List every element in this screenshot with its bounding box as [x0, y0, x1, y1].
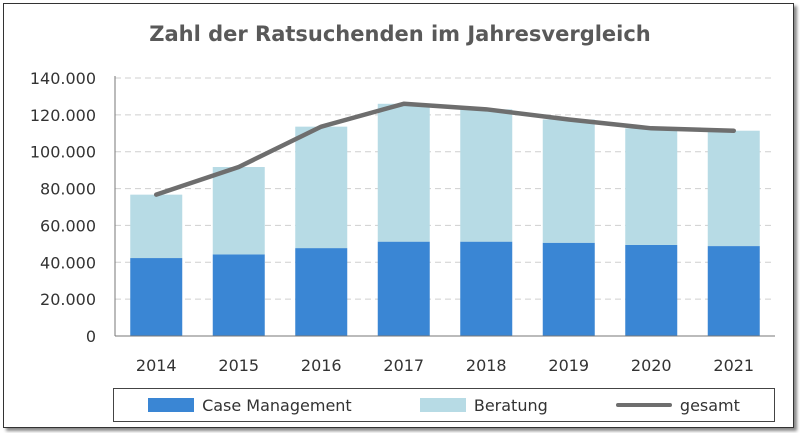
bar-beratung [625, 128, 678, 245]
x-tick-label: 2018 [466, 356, 507, 375]
x-tick-label: 2021 [713, 356, 754, 375]
bar-case-management [377, 241, 430, 336]
bar-beratung [130, 194, 183, 259]
bar-case-management [460, 241, 513, 336]
x-tick-label: 2020 [631, 356, 672, 375]
bar-case-management [625, 244, 678, 336]
chart-title: Zahl der Ratsuchenden im Jahresvergleich [149, 22, 651, 46]
legend-swatch [419, 398, 466, 412]
bar-beratung [295, 126, 348, 249]
legend-line [615, 403, 672, 407]
legend-swatch [148, 398, 195, 412]
x-tick-label: 2015 [218, 356, 259, 375]
legend-label: gesamt [679, 395, 740, 415]
x-tick-label: 2016 [301, 356, 342, 375]
legend-label: Case Management [202, 395, 352, 415]
y-tick-label: 20.000 [40, 290, 96, 309]
bar-case-management [707, 246, 760, 336]
y-tick-label: 60.000 [40, 216, 96, 235]
y-tick-label: 100.000 [30, 143, 96, 162]
x-tick-label: 2014 [136, 356, 177, 375]
bar-beratung [212, 167, 265, 255]
bar-case-management [542, 242, 595, 336]
bar-case-management [130, 258, 183, 336]
y-tick-label: 40.000 [40, 253, 96, 272]
legend-label: Beratung [473, 395, 548, 415]
legend-item-beratung: Beratung [419, 395, 548, 415]
y-tick-label: 140.000 [30, 69, 96, 88]
x-tick-label: 2019 [548, 356, 589, 375]
bar-beratung [377, 103, 430, 242]
bar-case-management [295, 248, 348, 336]
line-gesamt [154, 101, 736, 197]
y-tick-label: 0 [86, 327, 96, 346]
bar-beratung [460, 109, 513, 242]
bar-beratung [707, 130, 760, 247]
y-tick-label: 80.000 [40, 180, 96, 199]
legend-item-gesamt: gesamt [615, 395, 740, 415]
legend-item-case-management: Case Management [148, 396, 352, 415]
bar-beratung [542, 119, 595, 243]
x-tick-label: 2017 [383, 356, 424, 375]
bar-case-management [212, 254, 265, 336]
y-tick-label: 120.000 [30, 106, 96, 125]
legend: Case Management Beratung gesamt [113, 388, 775, 422]
